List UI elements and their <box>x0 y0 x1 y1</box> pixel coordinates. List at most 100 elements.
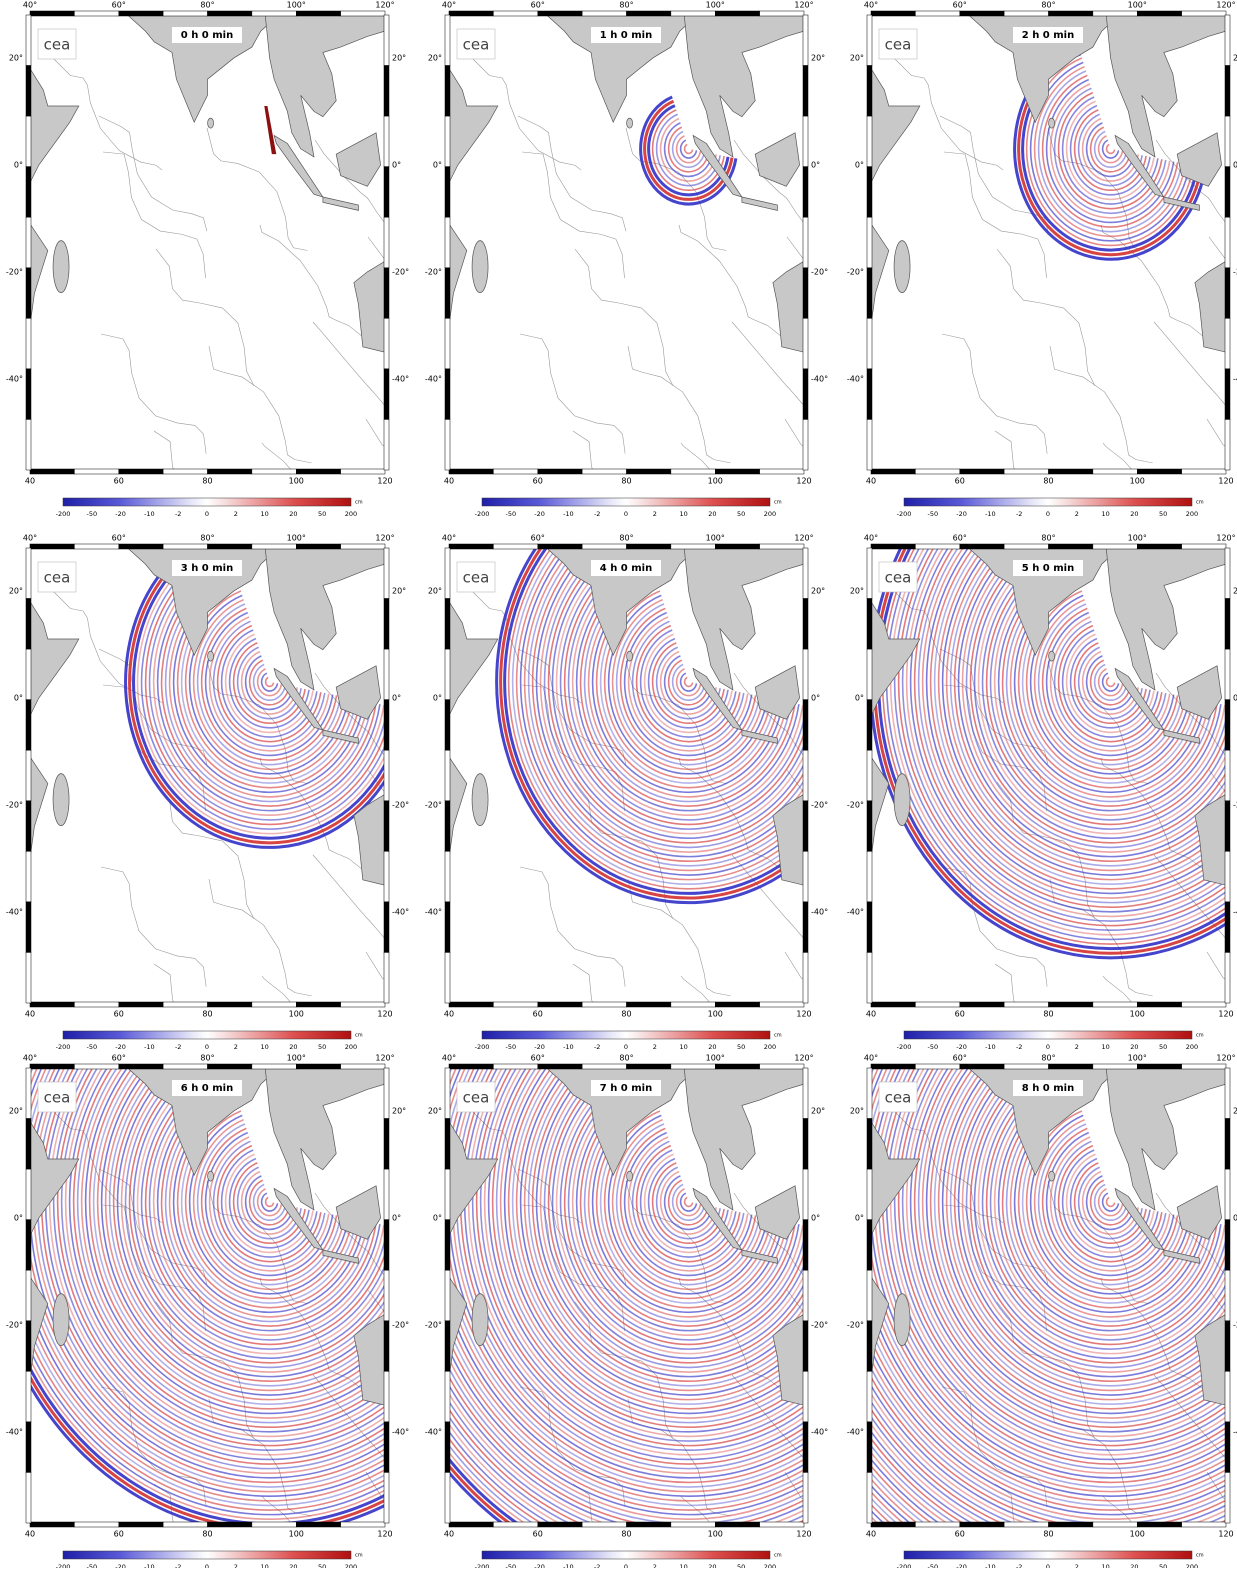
frame <box>866 1168 873 1220</box>
lon-label-top: 120° <box>375 1 394 10</box>
lat-label-right: 20° <box>392 53 406 62</box>
contour <box>731 321 804 407</box>
wavefront <box>635 1144 741 1263</box>
frame <box>802 1269 809 1322</box>
frame <box>866 901 873 953</box>
lat-label-left: -40° <box>6 375 23 384</box>
wavefront <box>449 1463 512 1523</box>
land <box>692 134 743 198</box>
lat-label-right: -20° <box>392 800 409 809</box>
contour <box>517 115 627 232</box>
wavefront <box>639 95 738 206</box>
land <box>741 729 778 744</box>
colorbar-label: -2 <box>1016 510 1022 518</box>
wavefront <box>873 1068 1226 1474</box>
wavefront <box>1089 126 1132 173</box>
land <box>322 1249 359 1264</box>
contour <box>155 781 255 920</box>
lat-label-left: -20° <box>425 1320 442 1329</box>
lat-label-left: 20° <box>9 1106 23 1115</box>
land <box>207 650 214 662</box>
lat-label-left: -40° <box>847 375 864 384</box>
frame <box>444 547 451 599</box>
colorbar-label: -50 <box>86 1563 97 1568</box>
wavefront <box>475 1068 804 1447</box>
wavefront <box>871 1503 892 1523</box>
wavefront <box>871 1347 1226 1516</box>
wavefront <box>1049 616 1171 752</box>
frame <box>866 166 873 218</box>
frame <box>1224 1118 1231 1170</box>
frame <box>162 10 208 17</box>
time-box <box>172 560 242 576</box>
lon-label-bottom: 60 <box>114 477 124 486</box>
lon-label-bottom: 80 <box>202 1530 212 1539</box>
lon-label-bottom: 120 <box>796 1010 811 1019</box>
contour <box>1153 854 1226 940</box>
logo-box <box>37 561 77 593</box>
contour <box>312 321 385 407</box>
lat-label-right: 20° <box>392 586 406 595</box>
colorbar-label: -10 <box>563 1563 574 1568</box>
wavefront <box>901 548 1226 922</box>
lat-label-right: 20° <box>811 53 825 62</box>
land <box>893 240 911 293</box>
lon-label-top: 80° <box>1041 1 1055 10</box>
frame <box>866 699 873 751</box>
land <box>1105 1068 1226 1211</box>
wavefront <box>236 1166 302 1240</box>
time-label: 3 h 0 min <box>181 563 233 574</box>
contour <box>680 975 711 1003</box>
wavefront <box>449 1068 804 1507</box>
contour <box>627 345 731 464</box>
wavefront <box>491 1068 804 1428</box>
contour <box>468 1107 582 1224</box>
wavefront <box>216 624 322 743</box>
logo: cea <box>463 36 490 54</box>
contour <box>261 442 292 470</box>
land <box>871 1068 921 1379</box>
wavefront <box>871 1337 1226 1511</box>
frame <box>493 1063 538 1070</box>
frame <box>1224 419 1231 471</box>
land <box>772 260 804 353</box>
lat-label-left: 20° <box>9 586 23 595</box>
wavefront <box>1037 70 1183 233</box>
lon-label-bottom: 100 <box>1130 1530 1145 1539</box>
frame <box>1181 1001 1227 1008</box>
lon-label-bottom: 120 <box>1218 1010 1233 1019</box>
colorbar-gradient <box>481 497 771 507</box>
frame <box>25 1067 32 1119</box>
frame <box>25 901 32 953</box>
colorbar-unit: cm <box>1196 500 1204 506</box>
colorbar-unit: cm <box>355 500 363 506</box>
frame <box>866 419 873 471</box>
wavefront <box>30 1373 385 1523</box>
wavefront <box>48 1068 385 1456</box>
frame <box>1224 648 1231 700</box>
lon-label-top: 60° <box>112 1054 126 1063</box>
frame <box>251 1063 297 1070</box>
colorbar-unit: cm <box>355 1553 363 1559</box>
contour <box>102 151 206 279</box>
wavefront <box>72 1068 385 1428</box>
frame <box>448 1521 494 1528</box>
frame <box>802 318 809 370</box>
lon-label-top: 120° <box>1216 1 1235 10</box>
frame <box>444 1168 451 1220</box>
time-box <box>1013 560 1083 576</box>
frame <box>1224 901 1231 953</box>
frame <box>959 1063 1005 1070</box>
wavefront <box>240 650 298 715</box>
wavefront <box>909 1068 1226 1433</box>
wavefront <box>871 1400 1226 1523</box>
time-box <box>591 27 661 43</box>
colorbar-label: 50 <box>737 510 745 518</box>
frame <box>1224 1472 1231 1524</box>
frame <box>1224 115 1231 167</box>
frame <box>866 598 873 650</box>
frame <box>493 1521 538 1528</box>
frame <box>915 1521 960 1528</box>
logo-box <box>878 1081 918 1113</box>
lon-label-top: 40° <box>442 1 456 10</box>
